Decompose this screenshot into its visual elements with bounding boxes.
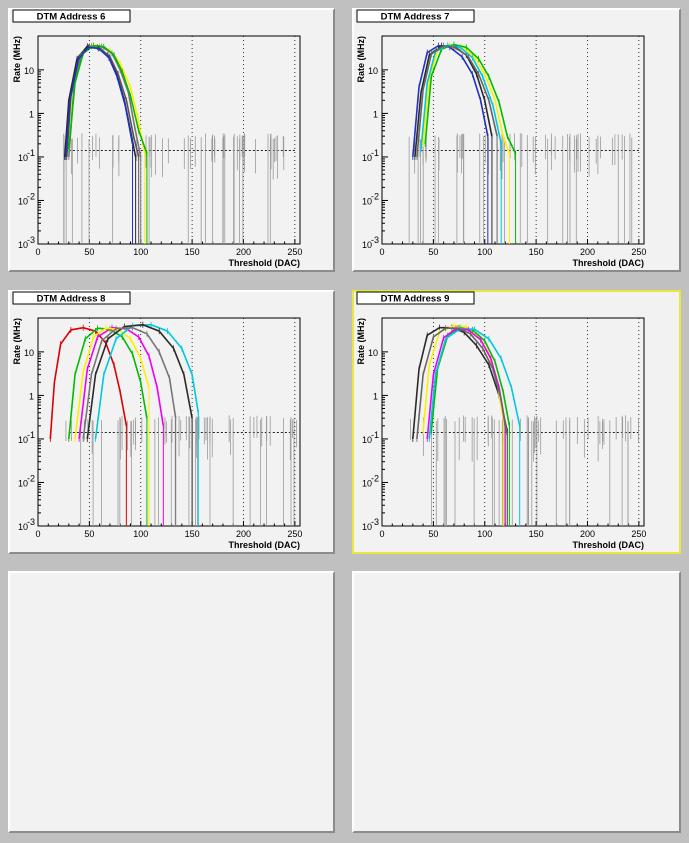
y-axis-title: Rate (MHz) — [12, 36, 22, 83]
x-tick-label: 0 — [379, 247, 384, 257]
pad-title-box — [356, 9, 475, 23]
y-tick-label: 10 — [18, 153, 28, 163]
y-tick-label: 10 — [18, 435, 28, 445]
y-tick-exponent: -2 — [371, 191, 379, 201]
y-tick-label: 10 — [24, 348, 34, 358]
x-tick-label: 200 — [236, 529, 251, 539]
y-tick-exponent: -1 — [371, 430, 379, 440]
y-tick-label: 10 — [362, 153, 372, 163]
y-tick-exponent: -1 — [371, 148, 379, 158]
x-tick-label: 50 — [84, 529, 94, 539]
series-line — [68, 45, 142, 158]
x-tick-label: 50 — [428, 529, 438, 539]
x-tick-label: 100 — [477, 247, 492, 257]
x-axis-title: Threshold (DAC) — [229, 540, 301, 550]
plot-frame — [37, 317, 301, 527]
y-tick-label: 1 — [373, 391, 378, 401]
y-tick-label: 10 — [362, 240, 372, 250]
pad-empty-right[interactable] — [352, 571, 681, 833]
series-line — [424, 43, 517, 154]
series-line — [416, 327, 509, 439]
y-axis-title: Rate (MHz) — [356, 36, 366, 83]
y-tick-exponent: -2 — [27, 191, 35, 201]
x-tick-label: 0 — [379, 529, 384, 539]
series-line — [49, 326, 128, 439]
x-tick-label: 150 — [529, 247, 544, 257]
x-axis-title: Threshold (DAC) — [573, 258, 645, 268]
y-tick-label: 10 — [18, 240, 28, 250]
chart-svg: DTM Address 90 50 100 150 200 25010-310-210-1… — [356, 291, 646, 550]
x-tick-label: 250 — [287, 529, 302, 539]
x-tick-label: 200 — [580, 529, 595, 539]
x-tick-label: 100 — [133, 247, 148, 257]
series-line — [420, 44, 502, 150]
pad-dtm-address-6[interactable]: DTM Address 6 0 50 100 150 200 250 10 -3 10 -2 10 -1… — [8, 8, 335, 272]
x-tick-label: 250 — [287, 247, 302, 257]
x-tick-label: 150 — [185, 247, 200, 257]
y-tick-label: 10 — [18, 478, 28, 488]
chart-svg: DTM Address 80 50 100 150 200 25010-310-210-1… — [12, 291, 302, 550]
y-tick-label: 10 — [368, 66, 378, 76]
y-tick-exponent: -1 — [27, 430, 35, 440]
y-tick-label: 10 — [18, 196, 28, 206]
plot-frame — [37, 35, 301, 245]
x-tick-label: 100 — [477, 529, 492, 539]
series-line — [68, 44, 148, 154]
pad-title: DTM Address 9 — [381, 294, 450, 305]
x-tick-label: 150 — [185, 529, 200, 539]
pad-dtm-address-9[interactable]: DTM Address 9 0 50 100 150 200 250 10 -3 10 -2 10 -1… — [352, 290, 681, 554]
y-tick-exponent: -1 — [27, 148, 35, 158]
chart-svg: DTM Address 60 50 100 150 200 25010-310-210-1… — [12, 9, 302, 268]
y-tick-label: 10 — [362, 522, 372, 532]
chart-svg: DTM Address 70 50 100 150 200 25010-310-210-1… — [356, 9, 646, 268]
pad-title-box — [12, 291, 131, 305]
x-tick-label: 0 — [35, 247, 40, 257]
y-tick-exponent: -3 — [27, 517, 35, 527]
pad-title: DTM Address 7 — [381, 12, 450, 23]
y-tick-exponent: -2 — [27, 473, 35, 483]
pad-dtm-address-8[interactable]: DTM Address 8 0 50 100 150 200 250 10 -3 10 -2 10 -1… — [8, 290, 335, 554]
x-tick-label: 0 — [35, 529, 40, 539]
x-axis-title: Threshold (DAC) — [573, 540, 645, 550]
y-tick-exponent: -3 — [27, 235, 35, 245]
x-tick-label: 150 — [529, 529, 544, 539]
pad-title: DTM Address 8 — [37, 294, 106, 305]
x-axis-title: Threshold (DAC) — [229, 258, 301, 268]
plot-frame — [381, 317, 645, 527]
y-tick-label: 10 — [18, 522, 28, 532]
series-line — [430, 326, 511, 432]
pad-title: DTM Address 6 — [37, 12, 106, 23]
y-tick-label: 1 — [29, 391, 34, 401]
plot-frame — [381, 35, 645, 245]
y-tick-label: 1 — [373, 109, 378, 119]
x-tick-label: 250 — [631, 529, 646, 539]
y-tick-label: 10 — [368, 348, 378, 358]
pad-dtm-address-7[interactable]: DTM Address 7 0 50 100 150 200 250 10 -3 10 -2 10 -1… — [352, 8, 681, 272]
y-tick-exponent: -3 — [371, 517, 379, 527]
y-tick-label: 10 — [24, 66, 34, 76]
x-tick-label: 250 — [631, 247, 646, 257]
pad-empty-left[interactable] — [8, 571, 335, 833]
y-tick-exponent: -3 — [371, 235, 379, 245]
x-tick-label: 200 — [580, 247, 595, 257]
series-line — [74, 327, 150, 439]
y-tick-label: 1 — [29, 109, 34, 119]
y-tick-exponent: -2 — [371, 473, 379, 483]
x-tick-label: 200 — [236, 247, 251, 257]
y-tick-label: 10 — [362, 435, 372, 445]
pad-title-box — [12, 9, 131, 23]
y-axis-title: Rate (MHz) — [12, 318, 22, 365]
y-tick-label: 10 — [362, 196, 372, 206]
series-line — [63, 45, 137, 158]
x-tick-label: 100 — [133, 529, 148, 539]
y-axis-title: Rate (MHz) — [356, 318, 366, 365]
y-tick-label: 10 — [362, 478, 372, 488]
pad-title-box — [356, 291, 475, 305]
x-tick-label: 50 — [428, 247, 438, 257]
x-tick-label: 50 — [84, 247, 94, 257]
series-line — [422, 43, 511, 154]
